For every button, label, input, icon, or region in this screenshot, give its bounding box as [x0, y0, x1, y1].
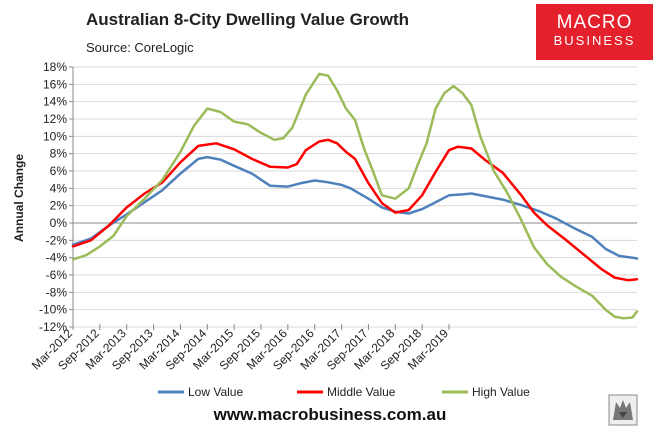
y-tick-label: 2%	[50, 199, 68, 213]
y-tick-label: 0%	[50, 216, 68, 230]
y-tick-label: -10%	[39, 303, 67, 317]
series-lines	[71, 72, 639, 320]
legend: Low Value Middle Value High Value	[158, 385, 530, 399]
legend-label-low-value: Low Value	[188, 385, 243, 399]
y-tick-label: 8%	[50, 147, 68, 161]
footer-url[interactable]: www.macrobusiness.com.au	[213, 405, 447, 424]
gridlines	[73, 66, 637, 328]
y-tick-label: 4%	[50, 181, 68, 195]
y-tick-label: -2%	[46, 233, 68, 247]
y-tick-label: -12%	[39, 320, 67, 334]
series-line-middle-value	[71, 138, 639, 282]
y-tick-label: 16%	[43, 77, 67, 91]
logo-line-2: BUSINESS	[553, 33, 636, 48]
chart-source: Source: CoreLogic	[86, 40, 194, 55]
logo-line-1: MACRO	[556, 12, 633, 33]
y-tick-label: 6%	[50, 164, 68, 178]
series-line-high-value	[71, 72, 639, 320]
legend-label-middle-value: Middle Value	[327, 385, 396, 399]
chart-title: Australian 8-City Dwelling Value Growth	[86, 10, 410, 29]
y-axis-label: Annual Change	[12, 154, 26, 242]
y-tick-label: 18%	[43, 60, 67, 74]
y-tick-labels: -12% -10% -8% -6% -4% -2% 0% 2% 4% 6% 8% 10% 12% 14% 1…	[39, 60, 67, 334]
y-tick-label: -8%	[46, 285, 68, 299]
y-tick-label: -4%	[46, 251, 68, 265]
y-tick-label: 10%	[43, 129, 67, 143]
x-tick-labels: Mar-2012Sep-2012Mar-2013Sep-2013Mar-2014…	[29, 326, 451, 373]
y-tick-label: -6%	[46, 268, 68, 282]
y-tick-label: 12%	[43, 112, 67, 126]
axes	[69, 66, 637, 330]
wolf-icon	[608, 394, 638, 426]
legend-label-high-value: High Value	[472, 385, 530, 399]
brand-logo[interactable]: MACRO BUSINESS	[536, 4, 653, 60]
y-tick-label: 14%	[43, 95, 67, 109]
series-line-low-value	[71, 155, 639, 260]
